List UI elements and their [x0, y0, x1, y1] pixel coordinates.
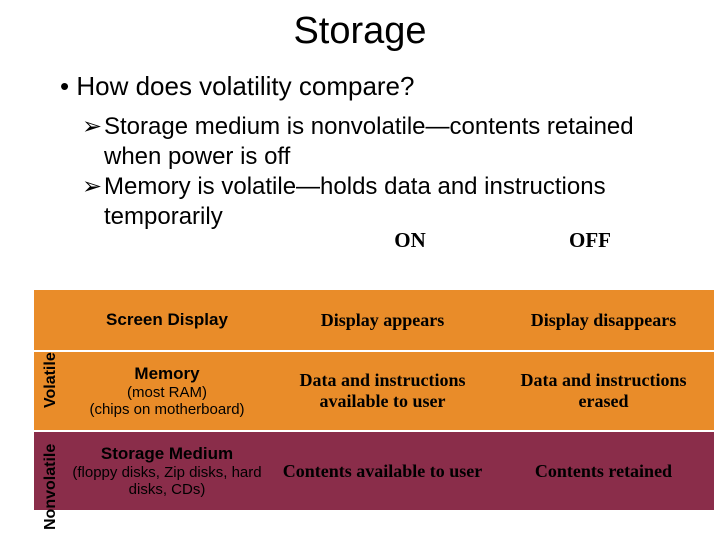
row-off-value: Contents retained [493, 432, 714, 510]
row-on-value: Contents available to user [272, 432, 493, 510]
row-off-value: Display disappears [493, 290, 714, 350]
volatility-table: Volatile Nonvolatile Screen Display Disp… [34, 290, 714, 510]
sidebar-label-nonvolatile: Nonvolatile [42, 444, 60, 530]
row-label-sub: (most RAM)(chips on motherboard) [66, 384, 268, 419]
row-off-value: Data and instructions erased [493, 352, 714, 430]
slide-title: Storage [0, 0, 720, 53]
main-bullet: How does volatility compare? [60, 71, 680, 102]
row-label-title: Screen Display [66, 310, 268, 330]
table-row: Memory (most RAM)(chips on motherboard) … [34, 352, 714, 430]
row-label-title: Storage Medium [66, 444, 268, 464]
row-label: Screen Display [62, 290, 272, 350]
table-row: Screen Display Display appears Display d… [34, 290, 714, 350]
table-row: Storage Medium (floppy disks, Zip disks,… [34, 432, 714, 510]
sub-bullet-list: Storage medium is nonvolatile—contents r… [60, 112, 680, 232]
sub-bullet-1: Storage medium is nonvolatile—contents r… [82, 112, 680, 172]
sub-bullet-2: Memory is volatile—holds data and instru… [82, 172, 680, 232]
row-label: Memory (most RAM)(chips on motherboard) [62, 352, 272, 430]
row-on-value: Display appears [272, 290, 493, 350]
row-label-sub: (floppy disks, Zip disks, hard disks, CD… [66, 464, 268, 499]
row-on-value: Data and instructions available to user [272, 352, 493, 430]
row-label-title: Memory [66, 364, 268, 384]
content-area: How does volatility compare? Storage med… [0, 53, 720, 253]
sidebar-label-volatile: Volatile [42, 352, 60, 408]
row-label: Storage Medium (floppy disks, Zip disks,… [62, 432, 272, 510]
